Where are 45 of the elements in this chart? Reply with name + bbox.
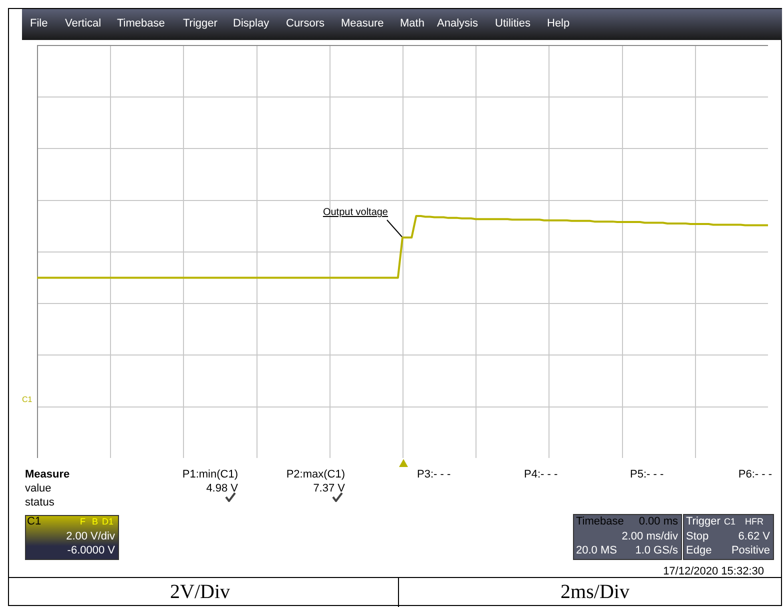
text: P2:max(C1): [286, 468, 345, 482]
text: F: [80, 516, 86, 528]
text: Measure: [341, 18, 384, 30]
text: 1.0 GS/s: [635, 544, 678, 558]
text: Cursors: [286, 18, 325, 30]
text: Analysis: [437, 18, 478, 30]
text: Math: [400, 18, 424, 30]
text: Measure: [25, 468, 70, 482]
text: 4.98 V: [206, 482, 238, 496]
text: Edge: [686, 544, 712, 558]
text: Display: [233, 18, 270, 30]
text: Vertical: [65, 18, 102, 30]
text: 2.00 ms/div: [622, 530, 678, 544]
text: Timebase: [576, 516, 624, 528]
text: 2V/Div: [170, 581, 230, 603]
text: Trigger: [686, 516, 720, 528]
text: C1: [724, 516, 736, 528]
text: status: [25, 496, 54, 510]
text: Timebase: [117, 18, 165, 30]
text: Positive: [731, 544, 770, 558]
text: Stop: [686, 530, 709, 544]
text: 0.00 ms: [638, 516, 678, 528]
text: Utilities: [495, 18, 530, 30]
text: P3:- - -: [417, 468, 451, 482]
text: C1: [27, 516, 42, 528]
text: D1: [102, 516, 114, 528]
text: 20.0 MS: [576, 544, 617, 558]
text: Help: [547, 18, 570, 30]
text: P4:- - -: [524, 468, 558, 482]
text: HFR: [745, 516, 764, 528]
text: Trigger: [183, 18, 218, 30]
text: 6.62 V: [738, 530, 770, 544]
text: 2ms/Div: [560, 581, 630, 603]
text: C1: [22, 395, 32, 405]
text: 2.00 V/div: [66, 530, 115, 544]
text: -6.0000 V: [67, 544, 115, 558]
text: 17/12/2020 15:32:30: [663, 566, 764, 578]
text: P5:- - -: [630, 468, 664, 482]
text: File: [30, 18, 48, 30]
text: 7.37 V: [313, 482, 345, 496]
text: value: [25, 482, 52, 496]
text: P6:- - -: [738, 468, 772, 482]
annotation: Output voltage: [322, 207, 388, 219]
text: B: [92, 516, 98, 528]
text: P1:min(C1): [182, 468, 238, 482]
